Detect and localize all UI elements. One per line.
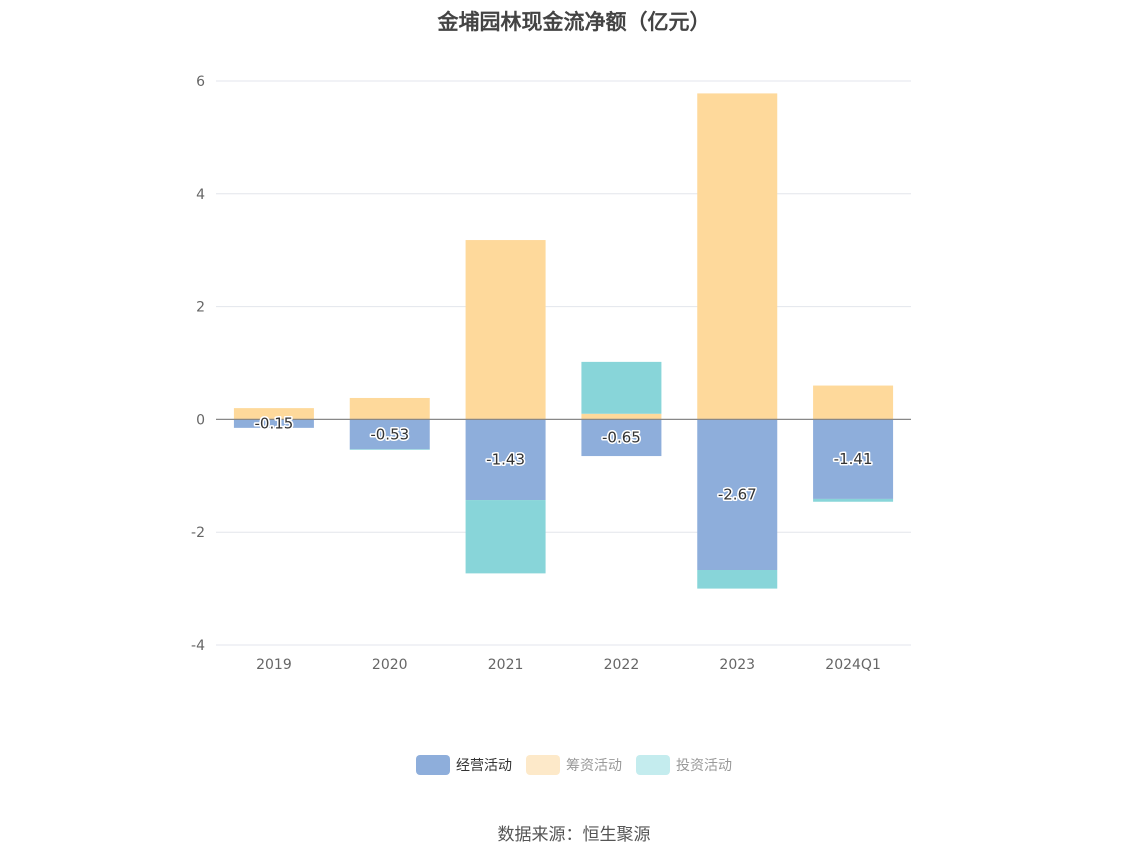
legend-label: 经营活动 <box>456 758 512 774</box>
bar <box>465 240 546 420</box>
y-tick-label: 2 <box>196 300 205 316</box>
data-label: -0.65 <box>602 429 641 447</box>
data-label: -0.53 <box>370 425 409 443</box>
bar <box>233 419 314 428</box>
axes: -4 -2 0 2 4 6 2019 2020 2021 2022 2023 2024Q1 <box>191 74 911 673</box>
bar <box>465 419 546 501</box>
chart-area: -4 -2 0 2 4 6 2019 2020 2021 2022 2023 2024Q1 -0.15… <box>191 74 911 673</box>
data-label: -1.41 <box>834 450 873 468</box>
legend: 经营活动 筹资活动 投资活动 <box>0 755 1148 775</box>
legend-item[interactable]: 筹资活动 <box>526 755 622 775</box>
bar <box>349 419 430 450</box>
legend-label: 投资活动 <box>676 758 732 774</box>
bar <box>349 397 430 420</box>
chart-title: 金埔园林现金流净额（亿元） <box>437 10 711 34</box>
bar <box>581 413 662 420</box>
bar <box>349 449 430 450</box>
legend-item[interactable]: 投资活动 <box>636 755 732 775</box>
data-label: -1.43 <box>486 451 525 469</box>
bar <box>697 419 778 570</box>
legend-swatch <box>416 755 450 775</box>
bar <box>697 569 778 589</box>
y-tick-label: 4 <box>196 187 205 203</box>
source-note: 数据来源：恒生聚源 <box>497 825 651 845</box>
bar <box>465 500 546 574</box>
y-tick-label: -4 <box>191 638 205 654</box>
x-tick-label: 2022 <box>604 657 640 673</box>
x-tick-label: 2019 <box>256 657 292 673</box>
bar <box>581 419 662 457</box>
legend-swatch <box>526 755 560 775</box>
x-tick-label: 2021 <box>488 657 524 673</box>
data-label: -0.15 <box>255 415 294 433</box>
data-label: -2.67 <box>718 486 757 504</box>
x-tick-label: 2024Q1 <box>825 657 881 673</box>
gridlines <box>216 80 911 646</box>
bar <box>813 419 894 499</box>
legend-swatch <box>636 755 670 775</box>
bar <box>813 498 894 502</box>
y-tick-label: 6 <box>196 74 205 90</box>
legend-label: 筹资活动 <box>566 758 622 774</box>
legend-item[interactable]: 经营活动 <box>416 755 512 775</box>
data-labels: -0.15 -0.53 -1.43 -0.65 -2.67 -1.41 <box>253 413 874 505</box>
bars <box>233 93 894 589</box>
x-tick-label: 2023 <box>719 657 755 673</box>
bar <box>581 361 662 414</box>
bar <box>697 93 778 420</box>
x-tick-label: 2020 <box>372 657 408 673</box>
bar <box>813 385 894 420</box>
y-tick-label: -2 <box>191 525 205 541</box>
y-tick-label: 0 <box>196 412 205 428</box>
bar <box>233 408 314 420</box>
